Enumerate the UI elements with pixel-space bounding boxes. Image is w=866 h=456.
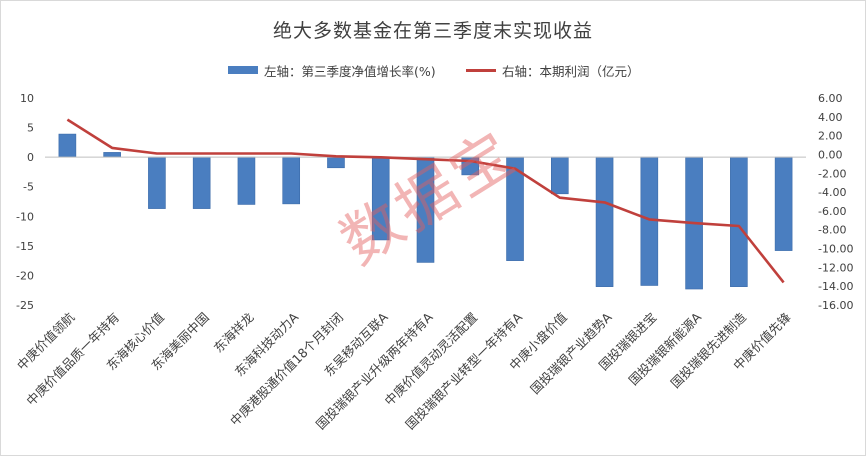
chart-title: 绝大多数基金在第三季度末实现收益 [272,20,593,42]
profit-line [66,118,785,284]
y-right-tick-label: 2.00 [818,130,843,143]
y-left-tick-label: 0 [27,151,34,164]
y-left-tick-label: -5 [23,181,34,194]
y-right-tick-label: -8.00 [818,224,846,237]
bar-5 [282,156,301,205]
legend-item-bar: 左轴：第三季度净值增长率(%) [228,60,436,80]
legend-label-line: 右轴：本期利润（亿元） [502,63,640,79]
y-left-tick-label: 10 [20,92,34,105]
bar-11 [550,156,569,195]
y-right-tick-label: -6.00 [818,205,846,218]
legend-bar-swatch [228,66,258,74]
x-tick-label: 国投瑞银产业趋势A [527,309,615,397]
bar-15 [730,156,748,287]
bar-7 [371,156,390,241]
y-right-tick-label: 0.00 [818,148,843,161]
y-right-tick-label: -10.00 [818,243,853,256]
y-right-tick-label: -16.00 [818,299,853,312]
legend-line-swatch [466,68,496,72]
bar-12 [595,156,614,287]
y-right-tick-label: -2.00 [818,167,846,180]
bar-2 [148,156,166,209]
bar-16 [774,156,793,251]
bar-3 [192,156,211,209]
y-right-tick-label: 6.00 [818,92,843,105]
y-right-tick-label: -4.00 [818,186,846,199]
y-left-tick-label: 5 [27,122,34,135]
y-left-tick-label: -15 [16,240,34,253]
y-left-tick-label: -10 [16,210,34,223]
legend-item-line: 右轴：本期利润（亿元） [466,60,640,80]
x-tick-label: 东海祥龙 [211,310,257,356]
bar-8 [416,156,435,263]
bar-13 [640,156,659,286]
y-right-tick-label: -12.00 [818,261,853,274]
y-left-tick-label: -20 [16,269,34,282]
legend-label-bar: 左轴：第三季度净值增长率(%) [264,63,436,79]
bar-6 [327,156,345,169]
bar-4 [237,156,256,205]
y-right-tick-label: -14.00 [818,280,853,293]
x-tick-label: 国投瑞银先进制造 [668,309,750,391]
y-right-tick-label: 4.00 [818,111,843,124]
legend: 左轴：第三季度净值增长率(%) 右轴：本期利润（亿元） [0,60,866,80]
bar-0 [58,133,77,158]
y-left-tick-label: -25 [16,299,34,312]
bar-1 [103,152,121,158]
